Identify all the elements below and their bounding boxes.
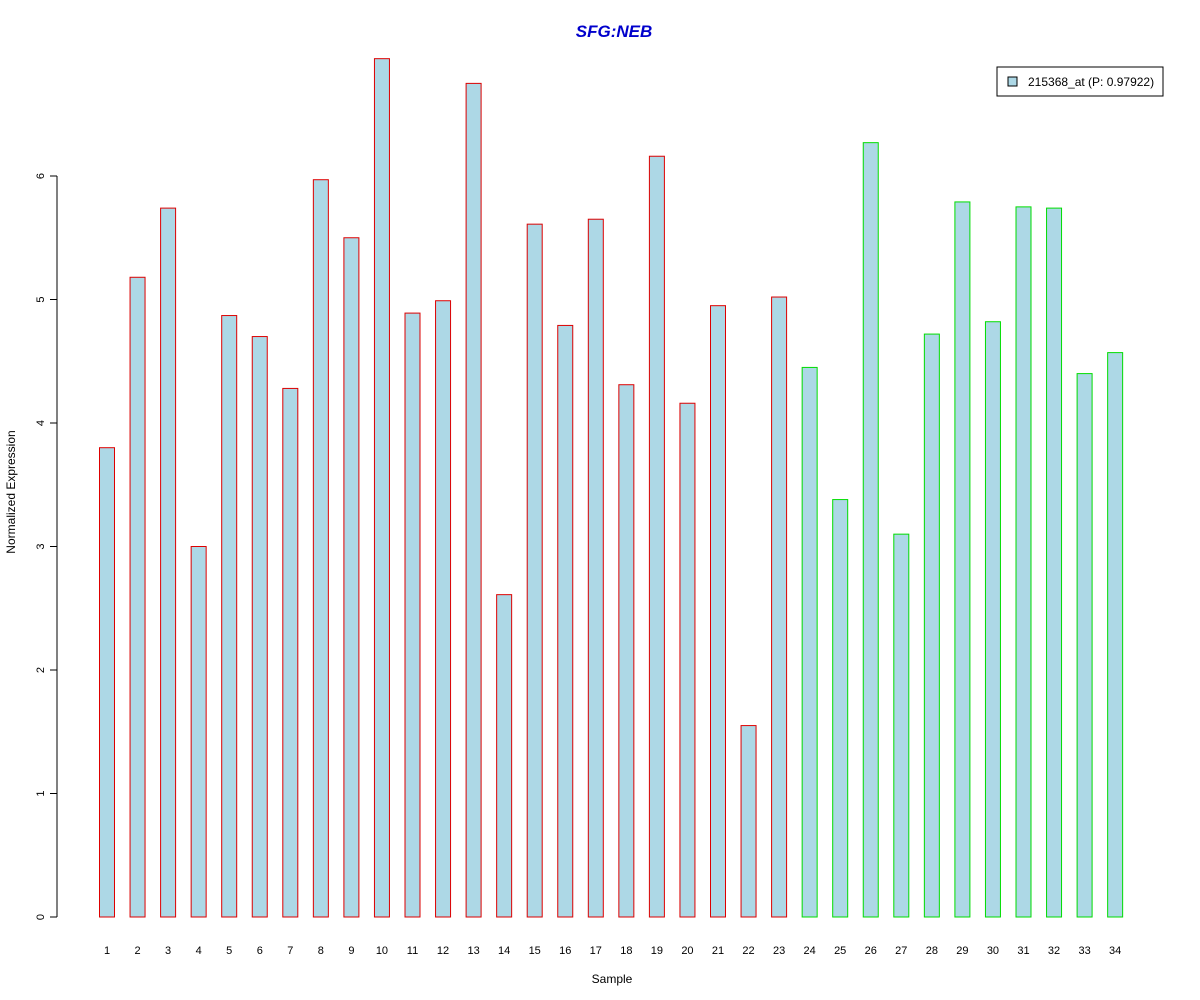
bar-10 [373, 58, 390, 918]
x-tick-label: 1 [104, 945, 110, 957]
x-tick-label: 21 [712, 945, 724, 957]
bar-28 [923, 333, 940, 918]
x-tick-label: 31 [1017, 945, 1029, 957]
bar-9 [343, 237, 360, 918]
bar-19 [648, 155, 665, 918]
chart-title: SFG:NEB [576, 22, 653, 41]
bar-6 [251, 336, 268, 918]
x-tick-label: 3 [165, 945, 171, 957]
x-tick-label: 22 [742, 945, 754, 957]
bar-29 [954, 201, 971, 918]
legend: 215368_at (P: 0.97922) [996, 66, 1164, 97]
bar-16 [557, 324, 574, 918]
x-tick-label: 17 [590, 945, 602, 957]
y-tick-label: 0 [35, 914, 47, 920]
y-axis-label: Normalized Expression [4, 430, 18, 553]
bar-20 [679, 402, 696, 918]
x-tick-label: 2 [134, 945, 140, 957]
x-tick-label: 8 [318, 945, 324, 957]
bar-5 [221, 315, 238, 918]
x-tick-label: 4 [196, 945, 202, 957]
bar-33 [1076, 373, 1093, 918]
x-tick-label: 5 [226, 945, 232, 957]
x-tick-label: 11 [407, 945, 418, 957]
x-tick-label: 20 [681, 945, 693, 957]
x-tick-label: 32 [1048, 945, 1060, 957]
legend-swatch [1007, 76, 1018, 87]
y-tick-label: 1 [35, 790, 47, 796]
x-tick-label: 7 [287, 945, 293, 957]
bar-26 [862, 142, 879, 918]
x-tick-label: 9 [348, 945, 354, 957]
bar-17 [587, 218, 604, 918]
y-tick-label: 4 [35, 420, 47, 426]
x-tick-label: 16 [559, 945, 571, 957]
bar-30 [984, 321, 1001, 918]
x-tick-label: 29 [956, 945, 968, 957]
x-tick-label: 12 [437, 945, 449, 957]
bar-34 [1107, 352, 1124, 918]
y-tick-label: 2 [35, 667, 47, 673]
bar-22 [740, 725, 757, 918]
x-tick-label: 30 [987, 945, 999, 957]
x-tick-label: 27 [895, 945, 907, 957]
bar-7 [282, 387, 299, 918]
x-tick-label: 13 [467, 945, 479, 957]
y-axis: 0 1 2 3 4 5 6 [35, 173, 58, 920]
bar-15 [526, 223, 543, 918]
bar-21 [710, 305, 726, 918]
x-tick-label: 23 [773, 945, 785, 957]
bar-2 [129, 276, 146, 918]
x-tick-labels: 1 2 3 4 5 6 7 8 9 10 11 12 13 14 15 16 17 18 19 20 21 22 23 24 2… [104, 945, 1121, 957]
bar-13 [465, 82, 482, 918]
legend-box [996, 66, 1164, 97]
x-axis-label: Sample [592, 972, 633, 986]
x-tick-label: 10 [376, 945, 388, 957]
bars [99, 58, 1124, 918]
x-tick-label: 19 [651, 945, 663, 957]
bar-31 [1015, 206, 1032, 918]
bar-24 [801, 366, 818, 918]
bar-32 [1046, 207, 1063, 918]
x-tick-label: 18 [620, 945, 632, 957]
x-tick-label: 34 [1109, 945, 1121, 957]
x-tick-label: 26 [865, 945, 877, 957]
x-tick-label: 14 [498, 945, 510, 957]
bar-27 [893, 533, 910, 918]
x-tick-label: 15 [529, 945, 541, 957]
bar-25 [832, 499, 849, 918]
x-tick-label: 6 [257, 945, 263, 957]
bar-18 [618, 384, 635, 918]
bar-11 [404, 312, 421, 918]
bar-4 [190, 546, 207, 918]
bar-14 [496, 594, 513, 918]
x-tick-label: 25 [834, 945, 846, 957]
bar-12 [435, 300, 452, 918]
y-tick-label: 3 [35, 543, 47, 549]
x-tick-label: 33 [1078, 945, 1090, 957]
y-tick-label: 6 [35, 173, 47, 179]
bar-3 [160, 207, 177, 918]
x-tick-label: 28 [926, 945, 938, 957]
bar-1 [99, 447, 115, 918]
x-tick-label: 24 [804, 945, 816, 957]
bar-23 [771, 296, 788, 918]
legend-label: 215368_at (P: 0.97922) [1028, 75, 1154, 89]
y-tick-label: 5 [35, 296, 47, 302]
bar-8 [312, 179, 329, 918]
